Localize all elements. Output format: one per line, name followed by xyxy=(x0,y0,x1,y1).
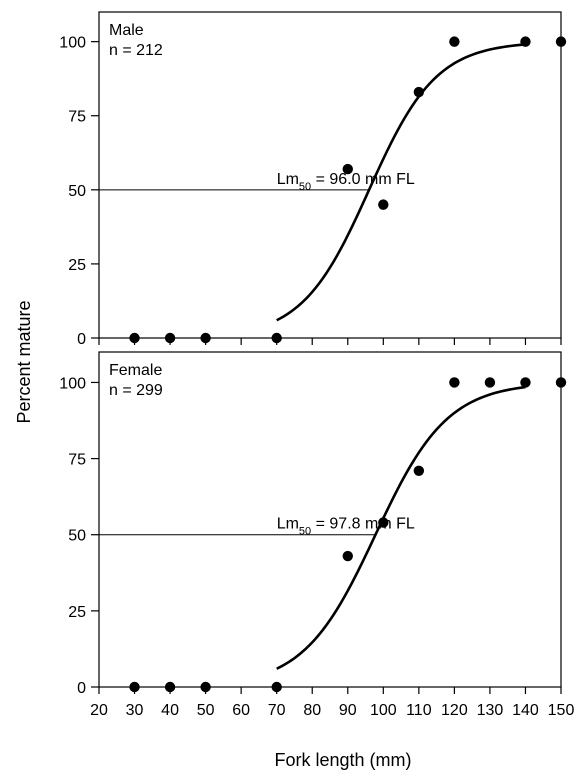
data-point xyxy=(129,681,140,693)
x-tick-label: 50 xyxy=(197,702,215,719)
data-point xyxy=(200,332,211,344)
x-tick-label: 100 xyxy=(370,702,397,719)
x-axis-title: Fork length (mm) xyxy=(274,750,411,770)
y-tick-label: 50 xyxy=(68,528,86,545)
data-point xyxy=(520,36,531,47)
data-point xyxy=(484,377,496,388)
y-tick-label: 50 xyxy=(68,183,86,200)
y-tick-label: 100 xyxy=(59,35,86,52)
data-point xyxy=(555,377,567,388)
y-tick-label: 75 xyxy=(68,109,86,126)
data-point xyxy=(164,681,176,693)
y-tick-label: 75 xyxy=(68,452,86,469)
logistic-curve xyxy=(276,43,526,322)
y-tick-label: 25 xyxy=(68,257,86,274)
data-point xyxy=(129,332,140,344)
x-tick-label: 120 xyxy=(441,702,468,719)
x-tick-label: 20 xyxy=(90,702,108,719)
panel-label-sex: Female xyxy=(109,362,162,379)
data-point xyxy=(449,36,460,47)
x-tick-label: 130 xyxy=(477,702,504,719)
panel-label-n: n = 299 xyxy=(109,382,163,399)
data-point xyxy=(271,332,282,344)
data-point xyxy=(271,681,282,693)
data-point xyxy=(413,86,425,98)
logistic-curve xyxy=(276,385,526,670)
data-point xyxy=(449,377,460,388)
lm50-label: Lm50 = 96.0 mm FL xyxy=(277,171,415,193)
x-tick-label: 70 xyxy=(268,702,286,719)
y-tick-label: 0 xyxy=(77,331,86,348)
panel-male: 0 25 50 75 100 Male n = 212 Lm50 = 96.0 mm FL xyxy=(59,11,567,348)
data-point xyxy=(164,332,176,344)
plot-frame xyxy=(98,11,562,339)
data-point xyxy=(378,199,389,210)
panel-label-sex: Male xyxy=(109,22,144,39)
data-point xyxy=(520,377,531,388)
panel-label-n: n = 212 xyxy=(109,42,163,59)
x-tick-label: 60 xyxy=(232,702,250,719)
y-tick-label: 0 xyxy=(77,680,86,697)
data-point xyxy=(342,550,353,562)
x-tick-label: 80 xyxy=(303,702,321,719)
x-tick-label: 90 xyxy=(339,702,357,719)
y-axis-title: Percent mature xyxy=(14,300,34,423)
data-point xyxy=(413,465,425,476)
y-tick-label: 25 xyxy=(68,604,86,621)
plot-frame xyxy=(98,351,562,688)
lm50-label: Lm50 = 97.8 mm FL xyxy=(277,516,415,538)
data-point xyxy=(555,36,567,47)
data-point xyxy=(200,681,211,693)
x-tick-label: 150 xyxy=(548,702,575,719)
x-tick-label: 40 xyxy=(161,702,179,719)
data-point xyxy=(342,163,353,175)
panel-female: 0 25 50 75 100 20 30 40 50 60 70 80 90 100 110 120 130 14… xyxy=(59,351,575,719)
x-tick-label: 110 xyxy=(406,702,432,719)
x-tick-label: 30 xyxy=(126,702,144,719)
x-tick-label: 140 xyxy=(512,702,539,719)
y-tick-label: 100 xyxy=(59,375,86,392)
data-point xyxy=(378,517,389,528)
